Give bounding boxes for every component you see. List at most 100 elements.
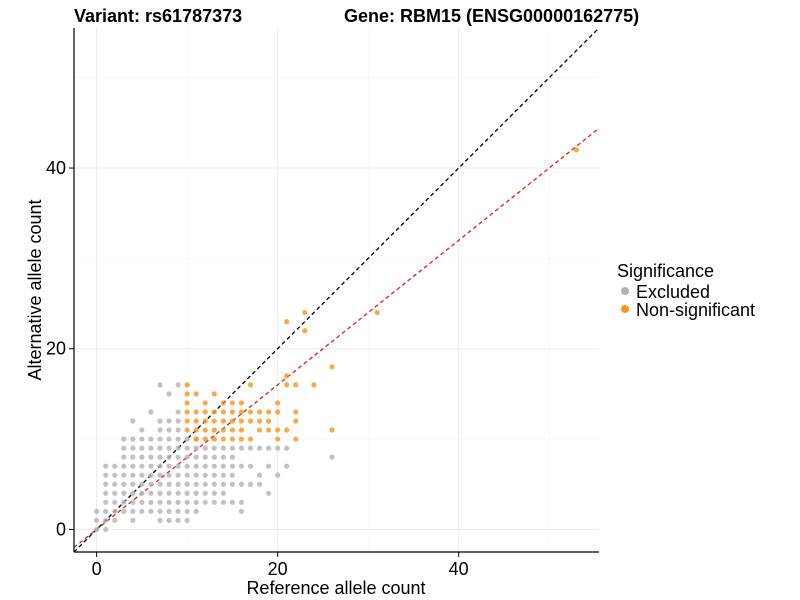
point-excluded (103, 481, 109, 487)
point-non-significant (193, 427, 199, 433)
point-excluded (175, 454, 181, 460)
point-excluded (103, 463, 109, 469)
point-non-significant (211, 409, 217, 415)
point-excluded (130, 499, 136, 505)
point-excluded (148, 481, 154, 487)
point-non-significant (302, 328, 308, 334)
point-excluded (148, 454, 154, 460)
point-non-significant (229, 409, 236, 415)
legend-label-non-significant: Non-significant (636, 300, 755, 320)
point-non-significant (220, 418, 226, 424)
point-excluded (175, 508, 181, 514)
point-non-significant (220, 427, 226, 433)
point-excluded (112, 508, 118, 514)
point-excluded (238, 499, 245, 505)
legend-label-excluded: Excluded (636, 282, 710, 302)
point-non-significant (329, 427, 335, 433)
y-axis-ticks: 0 20 40 (46, 158, 74, 539)
point-excluded (229, 454, 236, 460)
point-excluded (130, 472, 136, 478)
point-excluded (166, 490, 172, 496)
point-excluded (211, 481, 217, 487)
point-non-significant (293, 418, 299, 424)
point-excluded (130, 481, 136, 487)
point-excluded (229, 499, 236, 505)
point-excluded (148, 472, 154, 478)
point-excluded (103, 472, 109, 478)
point-excluded (130, 454, 136, 460)
point-excluded (157, 418, 163, 424)
legend-title: Significance (617, 261, 714, 281)
point-non-significant (229, 436, 236, 442)
point-excluded (94, 517, 100, 523)
point-excluded (175, 490, 181, 496)
point-excluded (148, 436, 154, 442)
point-excluded (121, 499, 127, 505)
point-non-significant (220, 409, 226, 415)
point-non-significant (247, 418, 254, 424)
point-non-significant (211, 427, 217, 433)
point-non-significant (284, 319, 290, 325)
point-excluded (112, 463, 118, 469)
point-excluded (220, 472, 226, 478)
point-non-significant (220, 400, 226, 406)
variant-title: Variant: rs61787373 (74, 6, 242, 26)
point-non-significant (238, 409, 245, 415)
point-non-significant (202, 409, 208, 415)
point-non-significant (573, 147, 579, 153)
point-excluded (121, 472, 127, 478)
point-non-significant (266, 418, 272, 424)
point-excluded (148, 499, 154, 505)
point-non-significant (293, 382, 299, 388)
point-excluded (193, 508, 199, 514)
point-non-significant (247, 409, 254, 415)
point-excluded (211, 454, 217, 460)
point-excluded (193, 490, 199, 496)
point-excluded (112, 490, 118, 496)
point-excluded (157, 463, 163, 469)
point-excluded (157, 382, 163, 388)
reference-lines (73, 27, 600, 553)
point-non-significant (256, 427, 263, 433)
point-non-significant (229, 418, 236, 424)
point-non-significant (229, 427, 236, 433)
point-excluded (112, 472, 118, 478)
point-excluded (175, 418, 181, 424)
point-excluded (238, 508, 245, 514)
point-non-significant (247, 382, 254, 388)
point-excluded (211, 490, 217, 496)
point-excluded (166, 481, 172, 487)
identity-line (73, 27, 600, 553)
point-excluded (103, 490, 109, 496)
point-non-significant (238, 418, 245, 424)
point-excluded (139, 472, 145, 478)
point-non-significant (256, 409, 263, 415)
point-non-significant (193, 436, 199, 442)
point-excluded (184, 472, 190, 478)
point-non-significant (275, 409, 281, 415)
point-non-significant (184, 427, 190, 433)
point-excluded (229, 472, 236, 478)
point-non-significant (293, 436, 299, 442)
point-excluded (166, 517, 172, 523)
point-non-significant (284, 373, 290, 379)
point-excluded (112, 499, 118, 505)
point-non-significant (184, 400, 190, 406)
point-excluded (256, 445, 263, 451)
point-excluded (266, 445, 272, 451)
point-excluded (130, 436, 136, 442)
point-excluded (175, 427, 181, 433)
point-excluded (166, 472, 172, 478)
point-excluded (166, 463, 172, 469)
point-excluded (238, 463, 245, 469)
x-tick-label: 20 (268, 559, 288, 579)
x-tick-label: 40 (449, 559, 469, 579)
point-non-significant (202, 418, 208, 424)
point-excluded (266, 463, 272, 469)
point-excluded (148, 409, 154, 415)
point-excluded (175, 472, 181, 478)
point-excluded (184, 463, 190, 469)
point-excluded (247, 481, 254, 487)
point-non-significant (193, 418, 199, 424)
point-non-significant (202, 436, 208, 442)
